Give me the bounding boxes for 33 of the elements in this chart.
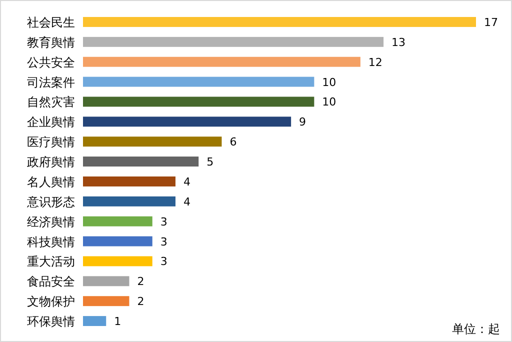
category-label: 环保舆情 <box>27 314 75 329</box>
category-label: 医疗舆情 <box>27 135 75 150</box>
data-label: 10 <box>322 76 336 89</box>
annotation: 单位：起 <box>452 322 500 336</box>
data-label: 4 <box>183 175 190 188</box>
category-label: 教育舆情 <box>27 35 75 50</box>
category-label: 文物保护 <box>27 294 75 309</box>
data-label: 6 <box>230 136 237 149</box>
data-label: 3 <box>160 215 168 228</box>
category-label: 意识形态 <box>27 194 75 209</box>
category-label: 社会民生 <box>27 15 75 30</box>
data-label: 1 <box>114 315 122 328</box>
data-label: 17 <box>484 16 498 29</box>
category-label: 重大活动 <box>27 254 75 269</box>
data-label: 9 <box>299 116 306 129</box>
category-label: 政府舆情 <box>27 155 75 170</box>
category-label: 食品安全 <box>27 274 75 289</box>
data-label: 3 <box>160 235 168 248</box>
data-label: 3 <box>160 255 168 268</box>
data-label: 2 <box>137 275 144 288</box>
category-label: 名人舆情 <box>27 174 75 189</box>
category-label: 公共安全 <box>27 55 75 70</box>
data-label: 12 <box>368 56 382 69</box>
category-label: 经济舆情 <box>27 214 75 229</box>
category-label: 司法案件 <box>27 75 75 90</box>
category-label: 企业舆情 <box>27 115 75 130</box>
data-label: 5 <box>206 156 214 169</box>
category-label: 自然灾害 <box>27 95 75 110</box>
data-label: 2 <box>137 295 144 308</box>
data-label: 10 <box>322 96 336 109</box>
category-label: 科技舆情 <box>27 234 75 249</box>
data-label: 13 <box>392 36 406 49</box>
data-label: 4 <box>183 195 190 208</box>
